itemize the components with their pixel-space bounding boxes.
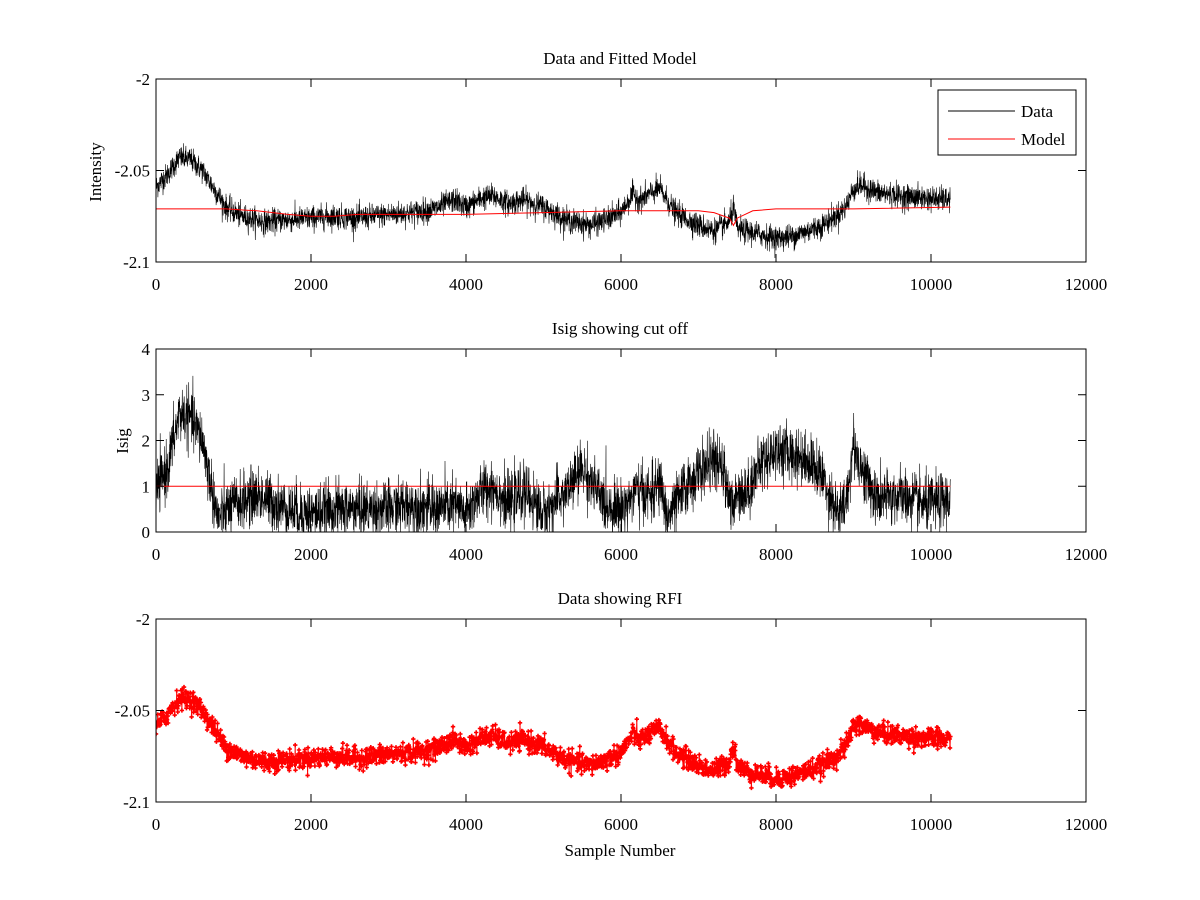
- x-tick-label: 4000: [449, 545, 483, 564]
- x-tick-label: 2000: [294, 275, 328, 294]
- x-tick-label: 8000: [759, 815, 793, 834]
- y-tick-label: 2: [142, 432, 151, 451]
- y-axis-label: Intensity: [86, 142, 105, 202]
- panel-isig-cut-off: Isig showing cut off Isig 0 2000 4000 6000 8…: [113, 319, 1107, 564]
- series-line-0: [156, 143, 951, 259]
- x-tick-label: 10000: [910, 275, 953, 294]
- panel-data-and-fitted-model: Data and Fitted Model Intensity 0 2000 400…: [86, 49, 1107, 294]
- y-tick-label: -2: [136, 70, 150, 89]
- y-tick-label: 3: [142, 386, 151, 405]
- x-tick-label: 6000: [604, 545, 638, 564]
- x-tick-label: 0: [152, 815, 161, 834]
- x-tick-label: 12000: [1065, 275, 1108, 294]
- series-group: [156, 143, 951, 259]
- panel-title: Data and Fitted Model: [543, 49, 697, 68]
- y-tick-label: 4: [142, 340, 151, 359]
- legend-label-data: Data: [1021, 102, 1054, 121]
- x-tick-label: 0: [152, 545, 161, 564]
- panel-data-showing-rfi: Data showing RFI Sample Number 0 2000 4000…: [115, 589, 1108, 860]
- x-tick-label: 6000: [604, 275, 638, 294]
- legend-box: [937, 89, 1077, 156]
- y-tick-label: 0: [142, 523, 151, 542]
- legend-label-model: Model: [1021, 130, 1066, 149]
- x-tick-label: 10000: [910, 815, 953, 834]
- y-axis-label: Isig: [113, 428, 132, 454]
- x-axis-label: Sample Number: [565, 841, 676, 860]
- legend: Data Model: [937, 89, 1077, 156]
- series-group: [156, 684, 953, 791]
- x-tick-label: 10000: [910, 545, 953, 564]
- plot-area: 0 2000 4000 6000 8000 10000 12000 -2.1 -2.05 -2: [115, 610, 1108, 834]
- x-tick-label: 4000: [449, 275, 483, 294]
- y-tick-label: -2: [136, 610, 150, 629]
- y-tick-label: -2.05: [115, 162, 150, 181]
- series-line-0: [156, 687, 951, 788]
- panel-title: Isig showing cut off: [552, 319, 688, 338]
- y-tick-label: -2.1: [123, 793, 150, 812]
- x-tick-label: 2000: [294, 815, 328, 834]
- plot-area: 0 2000 4000 6000 8000 10000 12000 0 1 2 3 4: [142, 340, 1108, 564]
- x-tick-label: 0: [152, 275, 161, 294]
- x-tick-label: 4000: [449, 815, 483, 834]
- panel-title: Data showing RFI: [558, 589, 683, 608]
- x-tick-label: 8000: [759, 545, 793, 564]
- x-tick-label: 12000: [1065, 815, 1108, 834]
- x-tick-label: 2000: [294, 545, 328, 564]
- y-tick-label: -2.1: [123, 253, 150, 272]
- x-tick-label: 6000: [604, 815, 638, 834]
- x-tick-label: 12000: [1065, 545, 1108, 564]
- plot-area: 0 2000 4000 6000 8000 10000 12000 -2.1 -2.05 -2: [115, 70, 1108, 294]
- x-tick-label: 8000: [759, 275, 793, 294]
- y-tick-label: 1: [142, 477, 151, 496]
- y-tick-label: -2.05: [115, 702, 150, 721]
- series-line-1: [156, 206, 951, 227]
